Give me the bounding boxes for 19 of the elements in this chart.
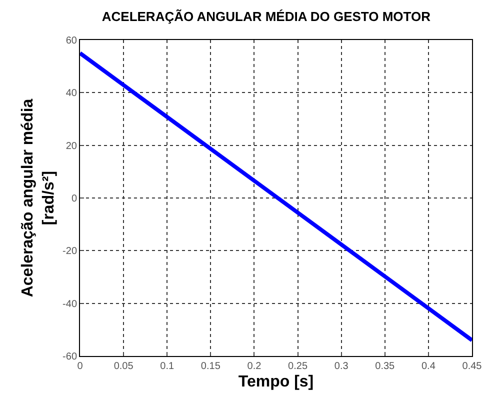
y-tick-label: 20 xyxy=(66,140,78,152)
y-tick-label: 0 xyxy=(71,194,78,204)
y-tick-label: 60 xyxy=(66,36,78,46)
x-tick-label: 0.05 xyxy=(114,361,134,372)
x-tick-label: 0.25 xyxy=(288,361,308,372)
x-tick-label: 0.2 xyxy=(247,361,262,372)
x-tick-label: 0.35 xyxy=(375,361,396,372)
x-tick-label: 0.3 xyxy=(334,361,349,372)
x-tick-label: 0.4 xyxy=(421,361,436,372)
y-axis-title: Aceleração angular média [rad/s²] xyxy=(20,98,58,298)
y-tick-label: -60 xyxy=(62,352,78,362)
x-tick-label: 0.15 xyxy=(200,361,221,372)
y-tick-label: -20 xyxy=(62,246,78,258)
chart-title: ACELERAÇÃO ANGULAR MÉDIA DO GESTO MOTOR xyxy=(102,9,432,24)
x-tick-label: 0.45 xyxy=(462,361,482,372)
y-tick-label: -40 xyxy=(62,298,78,310)
x-axis-title: Tempo [s] xyxy=(238,374,314,391)
x-tick-label: 0.1 xyxy=(160,361,174,372)
y-tick-label: 40 xyxy=(66,88,78,100)
